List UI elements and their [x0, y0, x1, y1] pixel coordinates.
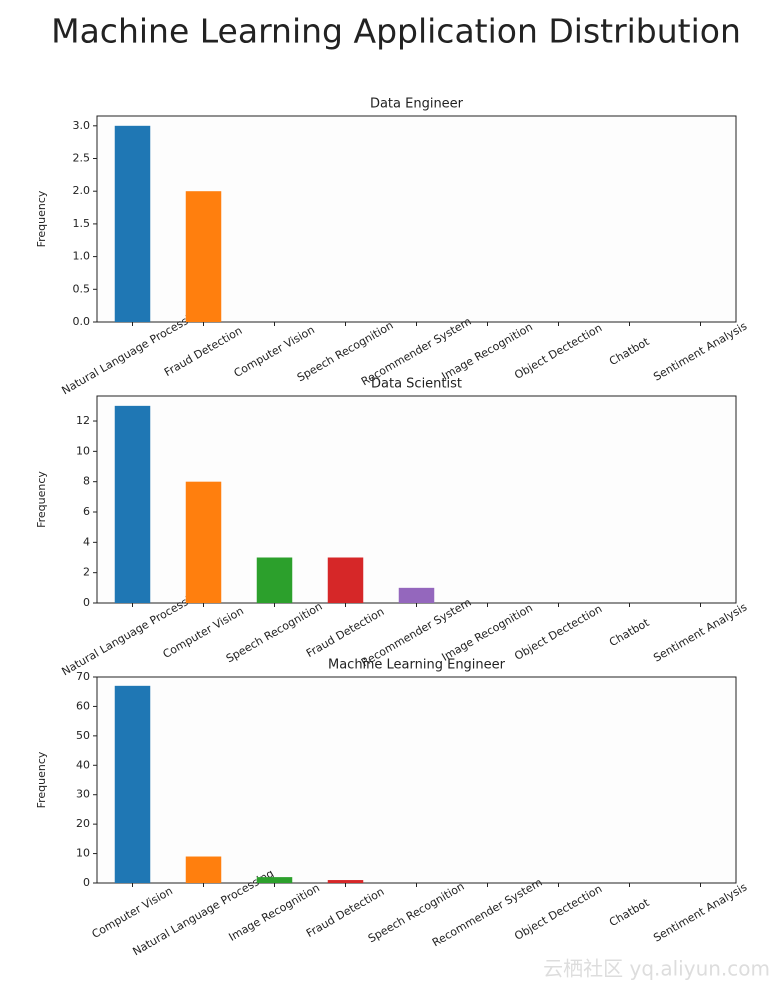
figure-title: Machine Learning Application Distributio…: [51, 12, 741, 51]
y-tick-label: 2: [83, 566, 90, 579]
y-tick-label: 20: [76, 817, 90, 830]
y-tick-label: 3.0: [73, 119, 91, 132]
y-tick-label: 6: [83, 505, 90, 518]
y-tick-label: 10: [76, 444, 90, 457]
subplot-title: Data Engineer: [370, 97, 464, 112]
plot-area: [96, 676, 737, 884]
subplot-title: Data Scientist: [371, 377, 462, 392]
y-tick-label: 8: [83, 475, 90, 488]
y-tick-label: 30: [76, 788, 90, 801]
bar: [114, 685, 151, 883]
x-tick-label: Chatbot: [607, 335, 652, 368]
bar: [256, 877, 293, 883]
y-tick-label: 70: [76, 670, 90, 683]
x-tick-label: Sentiment Analysis: [651, 600, 749, 664]
x-tick-label: Chatbot: [607, 616, 652, 649]
y-tick-label: 1.5: [73, 217, 91, 230]
y-tick-label: 4: [83, 535, 90, 548]
y-tick-label: 0: [83, 596, 90, 609]
bar: [327, 880, 364, 883]
y-tick-label: 0.5: [73, 282, 91, 295]
y-tick-label: 0.0: [73, 315, 91, 328]
bar: [114, 125, 151, 322]
x-tick-label: Chatbot: [607, 896, 652, 929]
y-tick-label: 50: [76, 729, 90, 742]
y-tick-label: 40: [76, 758, 90, 771]
bar: [185, 856, 222, 883]
y-tick-label: 1.0: [73, 250, 91, 263]
y-tick-label: 2.0: [73, 184, 91, 197]
bar: [114, 405, 151, 603]
y-axis-label: Frequency: [35, 471, 48, 528]
y-axis-label: Frequency: [35, 751, 48, 808]
y-tick-label: 12: [76, 414, 90, 427]
bar: [327, 557, 364, 603]
watermark: 云栖社区 yq.aliyun.com: [543, 957, 770, 981]
bar: [256, 557, 293, 603]
bar: [185, 191, 222, 322]
bar: [398, 587, 435, 603]
y-tick-label: 60: [76, 699, 90, 712]
bar: [185, 481, 222, 603]
x-tick-label: Sentiment Analysis: [651, 319, 749, 383]
y-tick-label: 0: [83, 876, 90, 889]
subplot-title: Machine Learning Engineer: [328, 658, 506, 673]
x-tick-label: Sentiment Analysis: [651, 880, 749, 944]
y-axis-label: Frequency: [35, 190, 48, 247]
y-tick-label: 2.5: [73, 152, 91, 165]
y-tick-label: 10: [76, 847, 90, 860]
